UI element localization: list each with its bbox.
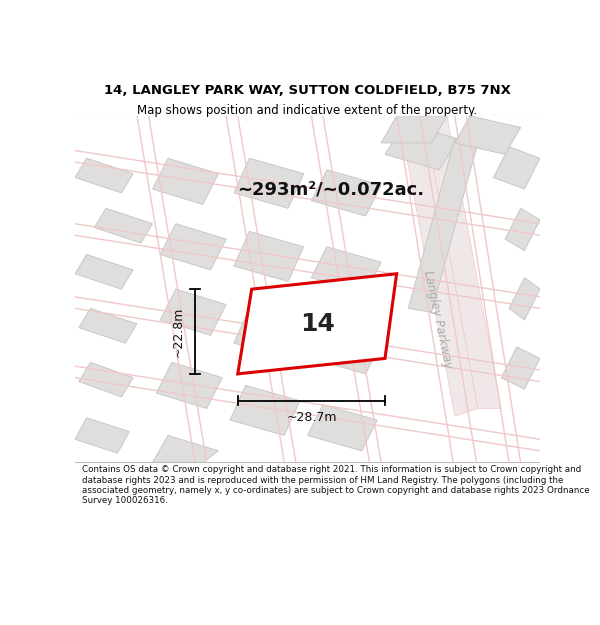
Polygon shape [160,289,226,336]
Polygon shape [238,274,397,374]
Polygon shape [157,362,222,409]
Polygon shape [493,147,540,189]
Polygon shape [234,308,304,359]
Polygon shape [509,278,540,320]
Polygon shape [234,158,304,208]
Polygon shape [152,436,218,462]
Text: ~293m²/~0.072ac.: ~293m²/~0.072ac. [237,180,424,198]
Polygon shape [455,116,521,154]
Polygon shape [152,158,218,204]
Polygon shape [75,158,133,193]
Polygon shape [75,418,129,453]
Polygon shape [230,386,300,436]
Polygon shape [234,231,304,281]
Text: Contains OS data © Crown copyright and database right 2021. This information is : Contains OS data © Crown copyright and d… [82,465,590,506]
Text: Langley Parkway: Langley Parkway [421,270,454,370]
Polygon shape [381,116,447,143]
Polygon shape [94,208,152,243]
Text: 14: 14 [301,312,335,336]
Polygon shape [408,139,478,312]
Polygon shape [79,308,137,343]
Polygon shape [401,116,478,416]
Polygon shape [311,247,381,293]
Text: 14, LANGLEY PARK WAY, SUTTON COLDFIELD, B75 7NX: 14, LANGLEY PARK WAY, SUTTON COLDFIELD, … [104,84,511,97]
Polygon shape [160,224,226,270]
Polygon shape [311,170,381,216]
Polygon shape [311,328,381,374]
Polygon shape [505,208,540,251]
Polygon shape [385,124,458,170]
Polygon shape [424,116,501,409]
Text: ~22.8m: ~22.8m [172,306,185,357]
Polygon shape [75,254,133,289]
Text: ~28.7m: ~28.7m [286,411,337,424]
Polygon shape [501,347,540,389]
Polygon shape [308,404,377,451]
Text: Map shows position and indicative extent of the property.: Map shows position and indicative extent… [137,104,478,117]
Polygon shape [79,362,133,397]
